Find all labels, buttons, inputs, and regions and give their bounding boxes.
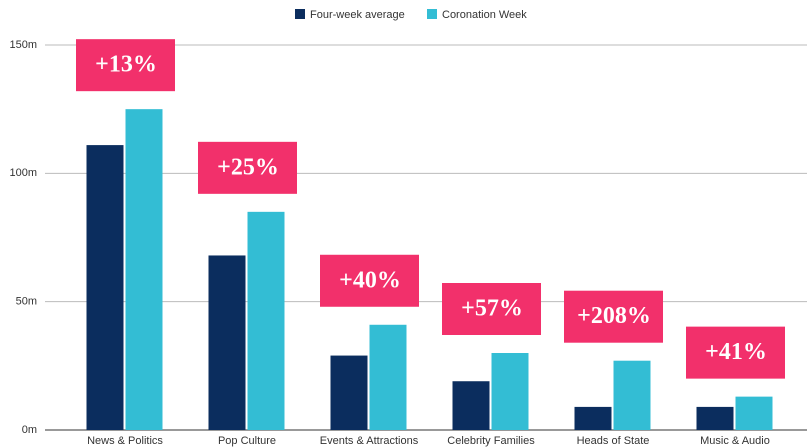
bar xyxy=(86,145,124,430)
annotation: +40% xyxy=(339,267,401,293)
y-tick-label: 0m xyxy=(22,424,37,436)
legend-label: Four-week average xyxy=(310,9,405,21)
y-tick-label: 150m xyxy=(9,39,37,51)
annotation-box xyxy=(442,283,541,335)
x-tick-label: Celebrity Families xyxy=(447,435,535,447)
bar xyxy=(574,406,612,430)
bar xyxy=(613,360,651,430)
annotation-box xyxy=(76,39,175,92)
x-tick-label: Heads of State xyxy=(577,435,650,447)
annotation-box xyxy=(564,290,663,343)
bar xyxy=(247,211,285,430)
annotation-box xyxy=(686,326,785,379)
bar xyxy=(208,255,246,430)
annotation: +57% xyxy=(461,296,523,322)
y-tick-label: 100m xyxy=(9,167,37,179)
y-tick-label: 50m xyxy=(16,296,37,308)
annotation: +13% xyxy=(95,52,157,78)
legend-swatch xyxy=(295,9,305,19)
legend-label: Coronation Week xyxy=(442,9,527,21)
bar xyxy=(452,381,490,430)
bar xyxy=(735,396,773,430)
bar xyxy=(125,109,163,431)
x-tick-label: Pop Culture xyxy=(218,435,276,447)
annotation: +208% xyxy=(577,303,651,329)
legend-swatch xyxy=(427,9,437,19)
annotation-box xyxy=(320,254,419,307)
bar xyxy=(491,353,529,430)
annotation: +25% xyxy=(217,154,279,180)
x-tick-label: Events & Attractions xyxy=(320,435,419,447)
bar xyxy=(369,324,407,430)
bar xyxy=(330,355,368,430)
annotation-box xyxy=(198,141,297,194)
x-tick-label: News & Politics xyxy=(87,435,163,447)
annotation: +41% xyxy=(705,339,767,365)
x-tick-label: Music & Audio xyxy=(700,435,770,447)
bar xyxy=(696,406,734,430)
